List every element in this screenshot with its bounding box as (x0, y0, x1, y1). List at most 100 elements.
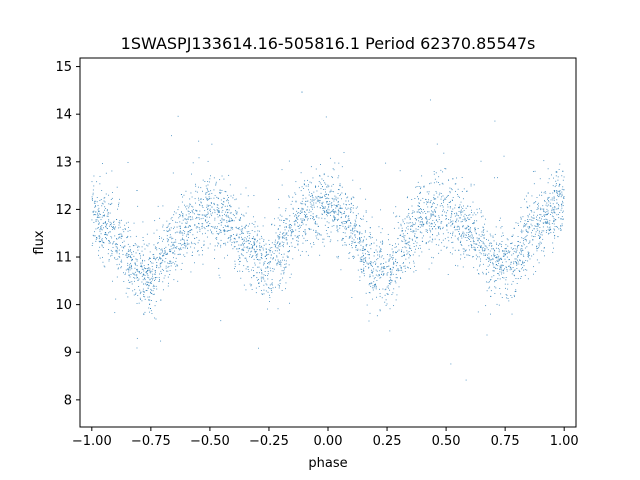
data-point (416, 242, 418, 244)
data-point (251, 238, 253, 240)
data-point (460, 235, 462, 237)
data-point (133, 222, 135, 224)
data-point (168, 223, 170, 225)
data-point (297, 243, 299, 245)
data-point (445, 212, 447, 214)
data-point (352, 227, 354, 229)
data-point (207, 211, 209, 213)
data-point (355, 249, 357, 251)
data-point (261, 258, 263, 260)
data-point (260, 278, 262, 280)
data-point (319, 234, 321, 236)
data-point (222, 203, 224, 205)
data-point (528, 242, 530, 244)
data-point (506, 270, 508, 272)
data-point (227, 220, 229, 222)
data-point (249, 241, 251, 243)
data-point (174, 232, 176, 234)
data-point (528, 252, 530, 254)
data-point (430, 216, 432, 218)
data-point (241, 254, 243, 256)
data-point (428, 219, 430, 220)
data-point (430, 226, 432, 227)
data-point (505, 247, 507, 249)
data-point (452, 233, 454, 235)
data-point (536, 197, 538, 198)
data-point (206, 198, 207, 200)
data-point (253, 275, 254, 277)
data-point (497, 256, 499, 258)
data-point (409, 218, 411, 220)
data-point (328, 185, 330, 187)
data-point (142, 259, 143, 261)
data-point (395, 273, 397, 275)
data-point (560, 204, 562, 206)
data-point (393, 227, 395, 229)
data-point (319, 254, 321, 256)
data-point (327, 212, 328, 214)
data-point (254, 250, 256, 252)
data-point (515, 252, 517, 254)
data-point (109, 221, 111, 223)
data-point (307, 219, 308, 221)
data-point (511, 268, 513, 270)
data-point (523, 255, 525, 257)
data-point (135, 244, 137, 246)
data-point (547, 233, 549, 235)
data-point (460, 240, 462, 242)
data-point (304, 216, 306, 218)
data-point (461, 244, 463, 246)
data-point (248, 235, 250, 237)
data-point (346, 244, 347, 246)
data-point (330, 203, 332, 205)
data-point (463, 232, 465, 234)
data-point (186, 239, 188, 241)
data-point (158, 267, 160, 269)
data-point (477, 240, 479, 242)
data-point (181, 262, 183, 264)
data-point (265, 283, 267, 285)
data-point (218, 207, 220, 209)
data-point (331, 202, 333, 204)
data-point (337, 189, 339, 190)
data-point (466, 234, 467, 236)
data-point (380, 263, 382, 265)
data-point (199, 210, 201, 212)
data-point (289, 224, 291, 226)
data-point (333, 169, 335, 171)
data-point (244, 242, 246, 244)
data-point (356, 206, 358, 208)
data-point (533, 273, 534, 275)
data-point (184, 247, 186, 249)
data-point (404, 242, 406, 244)
data-point (303, 219, 305, 221)
data-point (112, 191, 113, 193)
data-point (290, 234, 292, 236)
data-point (522, 230, 524, 232)
data-point (113, 222, 115, 223)
data-point (554, 186, 556, 188)
data-point (291, 224, 293, 226)
data-point (184, 204, 186, 206)
data-point (241, 230, 243, 232)
data-point (194, 237, 196, 239)
data-point (315, 196, 317, 198)
data-point (204, 228, 206, 230)
data-point (468, 232, 470, 233)
data-point (238, 255, 240, 257)
data-point (469, 228, 471, 230)
data-point (417, 205, 419, 207)
data-point (198, 218, 200, 220)
data-point (336, 199, 338, 201)
data-point (221, 219, 223, 221)
data-point (240, 277, 242, 279)
data-point (519, 259, 521, 261)
data-point (328, 236, 330, 238)
data-point (290, 232, 292, 234)
data-point (441, 182, 443, 184)
data-point (128, 226, 129, 228)
data-point (500, 257, 502, 259)
data-point (474, 247, 476, 249)
data-point (380, 263, 382, 264)
data-point (480, 212, 482, 214)
